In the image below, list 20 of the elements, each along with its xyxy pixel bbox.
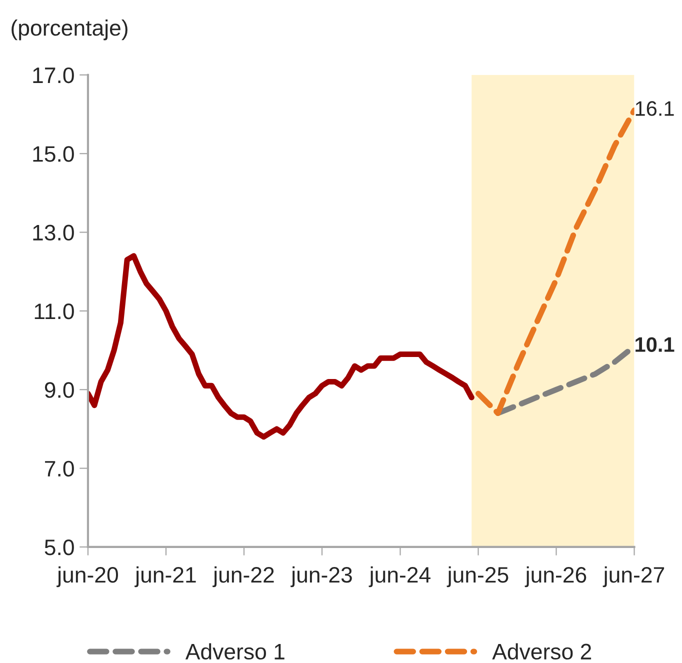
y-tick-label: 15.0: [33, 146, 74, 162]
y-tick-label: 17.0: [33, 67, 74, 84]
y-axis-title: (porcentaje): [12, 19, 128, 40]
x-tick-label: jun-20: [56, 566, 118, 588]
x-tick-label: jun-21: [134, 566, 196, 588]
y-tick-label: 7.0: [45, 460, 74, 477]
x-tick-label: jun-25: [446, 566, 508, 588]
data-label: 10.1: [636, 337, 674, 352]
legend-label: Adverso 1: [185, 643, 284, 660]
x-tick-label: jun-24: [368, 566, 430, 588]
y-tick-label: 13.0: [33, 224, 74, 241]
legend-label: Adverso 2: [492, 643, 592, 660]
x-tick-label: jun-26: [524, 566, 586, 588]
x-tick-label: jun-23: [290, 566, 352, 588]
data-label: 16.1: [636, 101, 674, 116]
y-tick-label: 11.0: [34, 303, 74, 320]
x-tick-label: jun-27: [602, 566, 664, 588]
y-tick-label: 9.0: [44, 382, 74, 398]
x-tick-label: jun-22: [212, 566, 274, 588]
y-tick-label: 5.0: [44, 540, 74, 556]
